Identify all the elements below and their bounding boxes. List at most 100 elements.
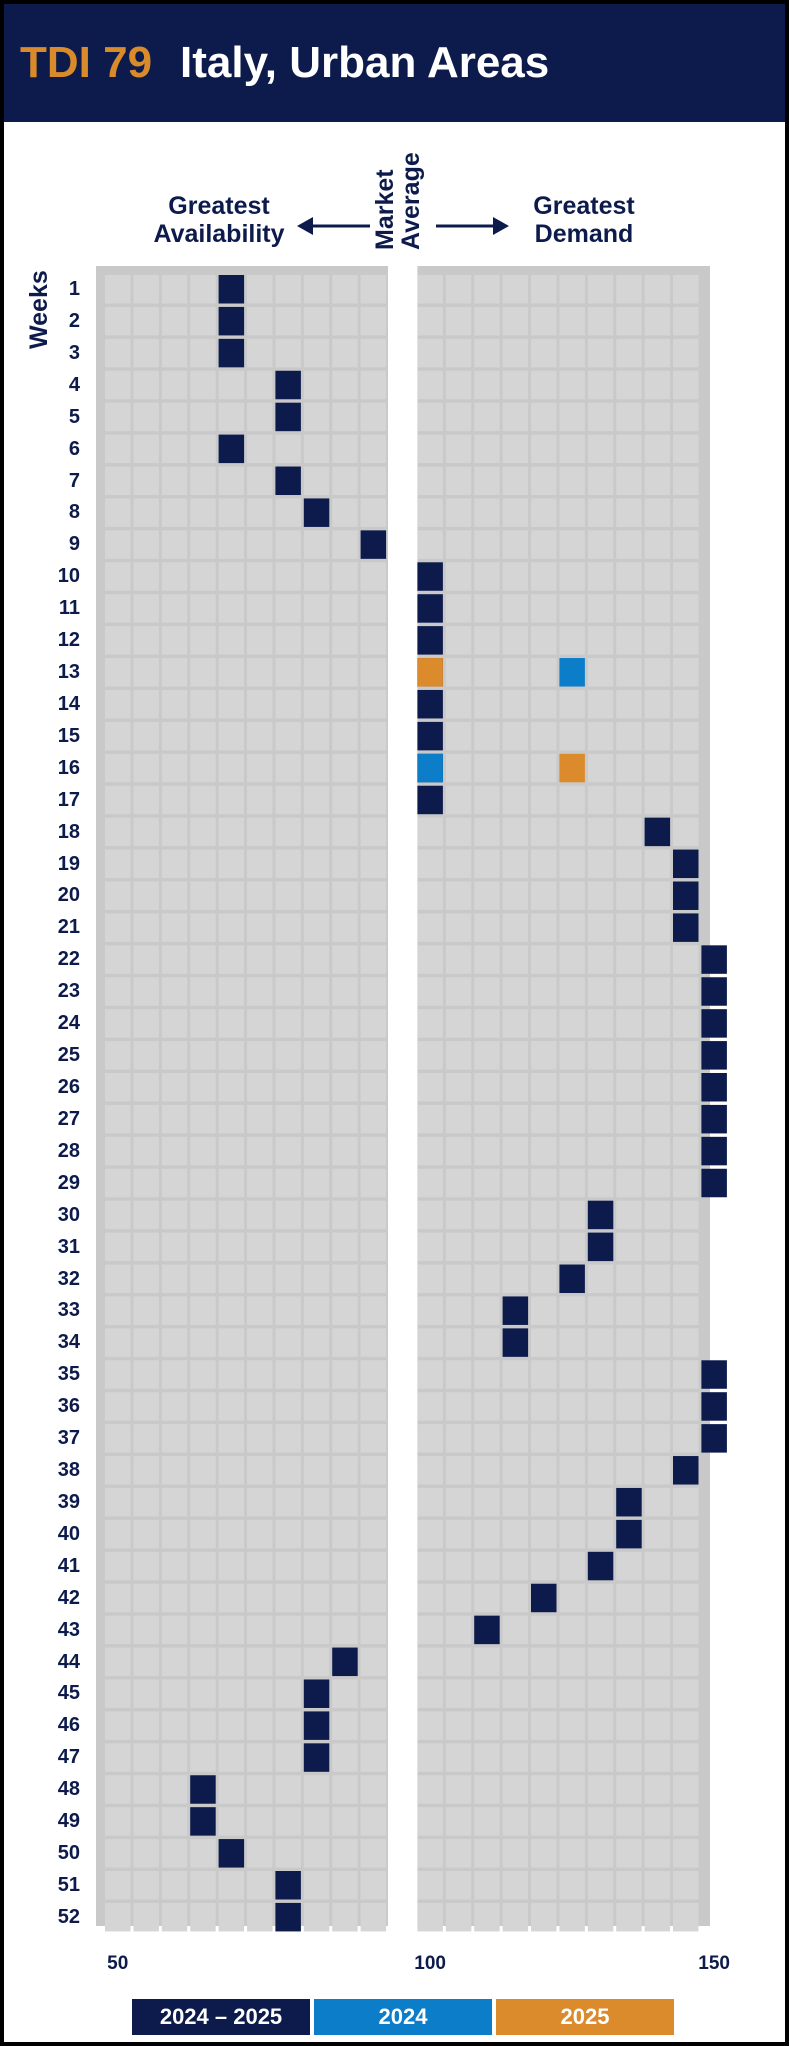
grid-cell — [502, 1487, 529, 1517]
grid-cell — [360, 434, 387, 464]
grid-cell — [616, 594, 642, 623]
grid-cell — [531, 817, 557, 847]
grid-cell — [673, 945, 699, 974]
grid-cell — [218, 849, 245, 879]
grid-cell — [644, 530, 671, 559]
grid-cell — [673, 1392, 699, 1421]
grid-cell — [616, 1424, 642, 1453]
grid-cell — [417, 1200, 443, 1230]
grid-cell — [644, 1392, 671, 1421]
grid-cell — [616, 1009, 642, 1038]
grid-cell — [190, 1136, 216, 1166]
grid-cell — [133, 1041, 159, 1070]
grid-cell — [360, 306, 387, 336]
grid-cell — [247, 1392, 273, 1421]
grid-cell — [559, 881, 585, 910]
grid-cell — [474, 466, 500, 496]
grid-cell — [587, 785, 614, 815]
grid-cell — [559, 1902, 585, 1932]
grid-cell — [133, 1136, 159, 1166]
grid-cell — [502, 849, 529, 879]
grid-cell — [587, 689, 614, 719]
grid-cell — [360, 1200, 387, 1230]
data-cell — [417, 785, 443, 815]
grid-cell — [190, 849, 216, 879]
grid-cell — [502, 1104, 529, 1134]
grid-cell — [303, 1775, 330, 1804]
grid-cell — [644, 785, 671, 815]
grid-cell — [673, 1424, 699, 1453]
greatest-availability-label: Greatest Availability — [124, 192, 314, 248]
grid-cell — [616, 881, 642, 910]
grid-cell — [133, 1168, 159, 1198]
grid-cell — [360, 1519, 387, 1549]
grid-cell — [105, 370, 131, 400]
grid-cell — [445, 1009, 472, 1038]
grid-cell — [161, 977, 188, 1006]
grid-cell — [360, 626, 387, 655]
grid-cell — [474, 1392, 500, 1421]
grid-cell — [275, 817, 301, 847]
grid-cell — [190, 1073, 216, 1102]
grid-cell — [559, 1168, 585, 1198]
grid-cell — [190, 945, 216, 974]
grid-cell — [474, 1871, 500, 1900]
grid-cell — [218, 1264, 245, 1294]
grid-cell — [587, 1009, 614, 1038]
grid-cell — [303, 881, 330, 910]
grid-cell — [133, 306, 159, 336]
grid-cell — [417, 1392, 443, 1421]
grid-cell — [161, 1424, 188, 1453]
grid-cell — [303, 1583, 330, 1613]
grid-cell — [502, 1424, 529, 1453]
grid-cell — [559, 1839, 585, 1868]
grid-cell — [644, 1711, 671, 1740]
data-cell — [218, 1839, 245, 1868]
data-cell — [190, 1807, 216, 1836]
grid-cell — [587, 402, 614, 432]
grid-cell — [133, 1232, 159, 1262]
grid-cell — [190, 338, 216, 368]
week-label: 9 — [68, 533, 80, 556]
grid-cell — [161, 817, 188, 847]
grid-cell — [247, 275, 273, 304]
grid-cell — [616, 1647, 642, 1677]
grid-cell — [474, 1519, 500, 1549]
grid-cell — [133, 1104, 159, 1134]
grid-cell — [502, 338, 529, 368]
grid-cell — [303, 1456, 330, 1485]
grid-cell — [559, 1328, 585, 1357]
grid-cell — [161, 1296, 188, 1325]
grid-cell — [559, 913, 585, 942]
grid-cell — [417, 1679, 443, 1708]
grid-cell — [218, 1009, 245, 1038]
grid-cell — [559, 1232, 585, 1262]
grid-cell — [531, 626, 557, 655]
grid-cell — [161, 1168, 188, 1198]
grid-cell — [644, 1743, 671, 1772]
grid-cell — [559, 945, 585, 974]
grid-cell — [105, 913, 131, 942]
grid-cell — [502, 402, 529, 432]
grid-cell — [531, 913, 557, 942]
grid-cell — [247, 338, 273, 368]
grid-cell — [502, 1392, 529, 1421]
grid-cell — [275, 913, 301, 942]
grid-cell — [445, 1232, 472, 1262]
data-cell — [616, 1519, 642, 1549]
grid-cell — [332, 977, 358, 1006]
grid-cell — [360, 658, 387, 687]
grid-cell — [247, 370, 273, 400]
grid-cell — [218, 466, 245, 496]
grid-cell — [474, 1200, 500, 1230]
grid-cell — [133, 1839, 159, 1868]
grid-cell — [587, 1711, 614, 1740]
grid-cell — [474, 945, 500, 974]
grid-cell — [531, 1168, 557, 1198]
greatest-demand-line1: Greatest — [533, 192, 635, 220]
grid-cell — [161, 594, 188, 623]
grid-cell — [587, 498, 614, 527]
grid-cell — [247, 1775, 273, 1804]
grid-cell — [161, 721, 188, 751]
grid-cell — [644, 1360, 671, 1389]
